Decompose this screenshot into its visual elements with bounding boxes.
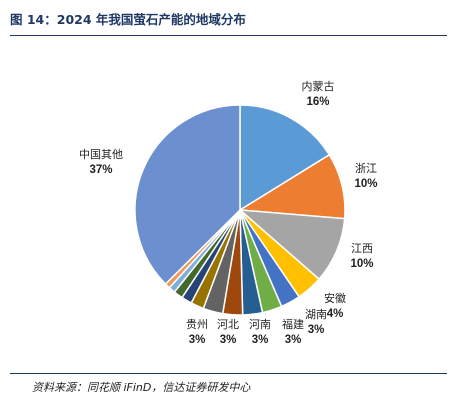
pie-slice [239, 104, 331, 212]
slice-value-label: 3% [308, 324, 325, 336]
slice-value-label: 37% [89, 164, 112, 176]
slice-value-label: 3% [220, 334, 237, 346]
slice-value-label: 3% [189, 334, 206, 346]
chart-title: 图 14：2024 年我国萤石产能的地域分布 [10, 12, 246, 27]
slice-name-label: 河北 [217, 318, 239, 331]
source-note: 资料来源：同花顺 iFinD，信达证券研发中心 [32, 381, 251, 394]
slice-value-label: 10% [350, 258, 373, 270]
title-divider [10, 35, 447, 36]
pie-slices [134, 104, 346, 316]
slice-value-label: 3% [252, 334, 269, 346]
slice-value-label: 10% [354, 178, 377, 190]
slice-value-label: 3% [285, 334, 302, 346]
slice-name-label: 贵州 [186, 318, 208, 331]
slice-name-label: 湖南 [305, 308, 327, 321]
source-divider [10, 373, 447, 374]
slice-value-label: 16% [306, 96, 329, 108]
pie-labels: 内蒙古 16% 浙江 10% 江西 10% 安徽 4%湖南 3% 福建 3% 河南 3% 河北 3% 贵州 3%… [79, 79, 378, 346]
slice-name-label: 中国其他 [79, 148, 123, 161]
slice-value-label: 4% [327, 308, 344, 320]
slice-name-label: 内蒙古 [302, 79, 335, 93]
slice-name-label: 江西 [351, 242, 373, 255]
pie-slice [134, 104, 241, 286]
slice-name-label: 河南 [249, 318, 271, 331]
slice-name-label: 福建 [282, 317, 304, 331]
slice-name-label: 安徽 [324, 291, 346, 305]
slice-name-label: 浙江 [355, 162, 377, 175]
